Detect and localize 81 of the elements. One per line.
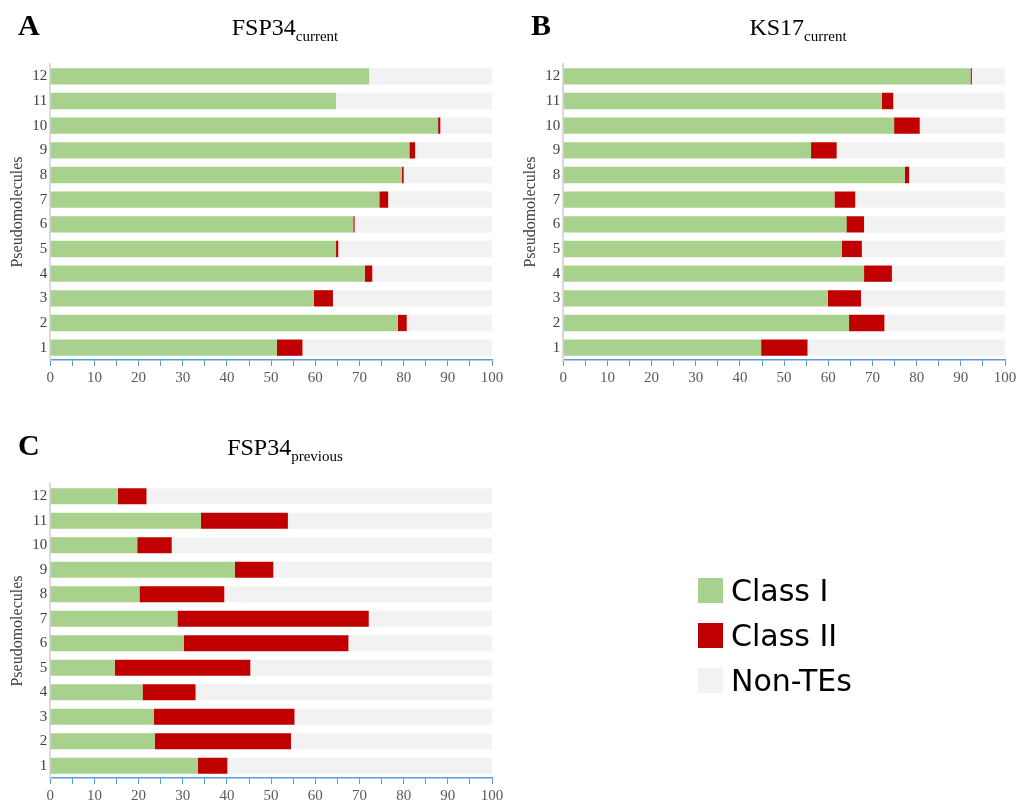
y-axis-title: Pseudomolecules [7, 575, 25, 687]
y-tick-label: 2 [39, 732, 48, 749]
chart-title: FSP34$_{current}$ [230, 14, 340, 45]
x-tick-label: 100 [993, 368, 1017, 385]
y-tick-label: 9 [39, 560, 48, 577]
x-tick-label: 100 [480, 368, 504, 385]
text: A [18, 8, 40, 42]
y-tick-label: 8 [552, 165, 561, 182]
y-tick-label: 9 [39, 141, 48, 158]
x-tick-label: 20 [131, 786, 147, 803]
y-tick-label: 5 [39, 239, 48, 256]
y-tick-label: 5 [552, 239, 561, 256]
x-tick-label: 80 [396, 786, 412, 803]
x-tick-label: 80 [909, 368, 925, 385]
y-tick-label: 6 [552, 215, 561, 232]
y-tick-label: 6 [39, 634, 48, 651]
x-tick-label: 10 [86, 786, 102, 803]
y-tick-label: 11 [32, 511, 48, 528]
y-tick-label: 12 [545, 67, 561, 84]
legend-label: Non-TEs [731, 663, 852, 698]
x-tick-label: 30 [175, 368, 191, 385]
legend-label: Class I [731, 573, 829, 608]
y-tick-label: 8 [39, 165, 48, 182]
y-tick-label: 2 [552, 313, 561, 330]
y-axis-title: Pseudomolecules [7, 156, 25, 268]
x-tick-label: 60 [307, 368, 323, 385]
y-tick-label: 9 [552, 141, 561, 158]
y-tick-label: 4 [39, 264, 48, 281]
x-tick-label: 70 [351, 786, 367, 803]
x-tick-label: 50 [263, 368, 279, 385]
y-tick-label: 5 [39, 658, 48, 675]
y-tick-label: 4 [39, 683, 48, 700]
x-tick-label: 100 [480, 786, 504, 803]
x-tick-label: 60 [307, 786, 323, 803]
legend-label: Class II [731, 618, 838, 653]
x-tick-label: 50 [263, 786, 279, 803]
y-tick-label: 4 [552, 264, 561, 281]
y-tick-label: 3 [552, 289, 561, 306]
y-tick-label: 1 [552, 338, 561, 355]
y-tick-label: 1 [39, 338, 48, 355]
y-tick-label: 12 [32, 67, 48, 84]
y-tick-label: 7 [39, 609, 48, 626]
y-tick-label: 3 [39, 289, 48, 306]
x-tick-label: 0 [46, 786, 54, 803]
x-tick-label: 70 [351, 368, 367, 385]
x-tick-label: 30 [175, 786, 191, 803]
x-tick-label: 90 [953, 368, 969, 385]
y-tick-label: 11 [32, 91, 48, 108]
x-tick-label: 40 [219, 368, 235, 385]
x-tick-label: 10 [599, 368, 615, 385]
x-tick-label: 0 [559, 368, 567, 385]
x-tick-label: 0 [46, 368, 54, 385]
y-tick-label: 7 [39, 190, 48, 207]
x-tick-label: 20 [131, 368, 147, 385]
y-tick-label: 11 [545, 91, 561, 108]
x-tick-label: 40 [732, 368, 748, 385]
x-tick-label: 70 [864, 368, 880, 385]
chart-title: KS17$_{current}$ [748, 14, 848, 45]
y-tick-label: 12 [32, 487, 48, 504]
x-tick-label: 20 [644, 368, 660, 385]
x-tick-label: 90 [440, 368, 456, 385]
y-tick-label: 10 [32, 536, 48, 553]
chart-title: FSP34$_{previous}$ [226, 434, 344, 465]
x-tick-label: 90 [440, 786, 456, 803]
y-tick-label: 3 [39, 707, 48, 724]
x-tick-label: 40 [219, 786, 235, 803]
y-tick-label: 7 [552, 190, 561, 207]
y-tick-label: 10 [32, 116, 48, 133]
x-tick-label: 60 [820, 368, 836, 385]
y-tick-label: 6 [39, 215, 48, 232]
y-tick-label: 8 [39, 585, 48, 602]
x-tick-label: 50 [776, 368, 792, 385]
text: C [18, 428, 40, 462]
x-tick-label: 30 [688, 368, 704, 385]
y-tick-label: 1 [39, 756, 48, 773]
y-tick-label: 2 [39, 313, 48, 330]
text: B [531, 8, 552, 42]
x-tick-label: 10 [86, 368, 102, 385]
y-tick-label: 10 [545, 116, 561, 133]
x-tick-label: 80 [396, 368, 412, 385]
y-axis-title: Pseudomolecules [520, 156, 538, 268]
